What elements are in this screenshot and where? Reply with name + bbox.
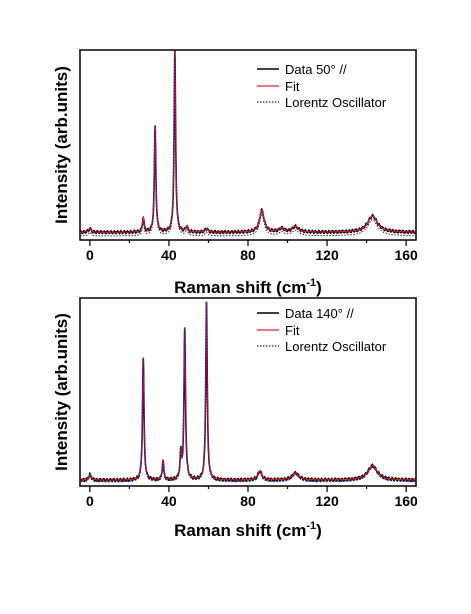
series-line-data — [79, 301, 417, 483]
x-tick-label: 120 — [315, 247, 339, 263]
x-ticks: 0 40 80 120 160 — [86, 486, 418, 509]
legend-label-fit: Fit — [285, 79, 300, 94]
x-tick-label: 40 — [161, 247, 177, 263]
plot-frame — [79, 49, 417, 241]
x-axis-title: Raman shift (cm-1) — [174, 277, 322, 297]
x-axis-title-end: ) — [316, 521, 322, 540]
legend: Data 50° // Fit Lorentz Oscillator — [257, 62, 387, 110]
x-axis-title-sup: -1 — [306, 277, 316, 289]
y-axis-title: Intensity (arb.units) — [52, 66, 71, 224]
x-axis-title-sup: -1 — [306, 520, 316, 532]
legend-label-data: Data 50° // — [285, 62, 347, 77]
x-tick-label: 0 — [86, 247, 94, 263]
chart-bottom: 0 40 80 120 160 Data 140° // Fit Lorentz Osc… — [52, 297, 418, 540]
x-tick-label: 160 — [394, 493, 418, 509]
x-tick-label: 0 — [86, 493, 94, 509]
x-tick-label: 80 — [240, 493, 256, 509]
legend-label-lorentz: Lorentz Oscillator — [285, 339, 387, 354]
chart-top: 0 40 80 120 160 Data 50° // Fit Lorentz Osci… — [52, 49, 418, 297]
x-tick-label: 160 — [394, 247, 418, 263]
x-tick-label: 120 — [315, 493, 339, 509]
plot-frame — [79, 297, 417, 487]
series-line-fit — [79, 301, 416, 481]
series-line-lorentz — [79, 303, 416, 483]
legend: Data 140° // Fit Lorentz Oscillator — [257, 306, 387, 354]
x-ticks: 0 40 80 120 160 — [86, 240, 418, 263]
legend-label-lorentz: Lorentz Oscillator — [285, 95, 387, 110]
x-axis-title: Raman shift (cm-1) — [174, 520, 322, 540]
x-axis-title-end: ) — [316, 278, 322, 297]
legend-label-fit: Fit — [285, 323, 300, 338]
series-layer — [79, 301, 417, 483]
x-axis-title-main: Raman shift (cm — [174, 521, 306, 540]
legend-label-data: Data 140° // — [285, 306, 354, 321]
x-tick-label: 40 — [161, 493, 177, 509]
y-axis-title: Intensity (arb.units) — [52, 313, 71, 471]
series-line-lorentz — [80, 55, 416, 237]
series-line-data — [79, 50, 417, 236]
x-tick-label: 80 — [240, 247, 256, 263]
x-axis-title-main: Raman shift (cm — [174, 278, 306, 297]
series-line-fit — [80, 51, 416, 233]
series-layer — [79, 50, 417, 237]
